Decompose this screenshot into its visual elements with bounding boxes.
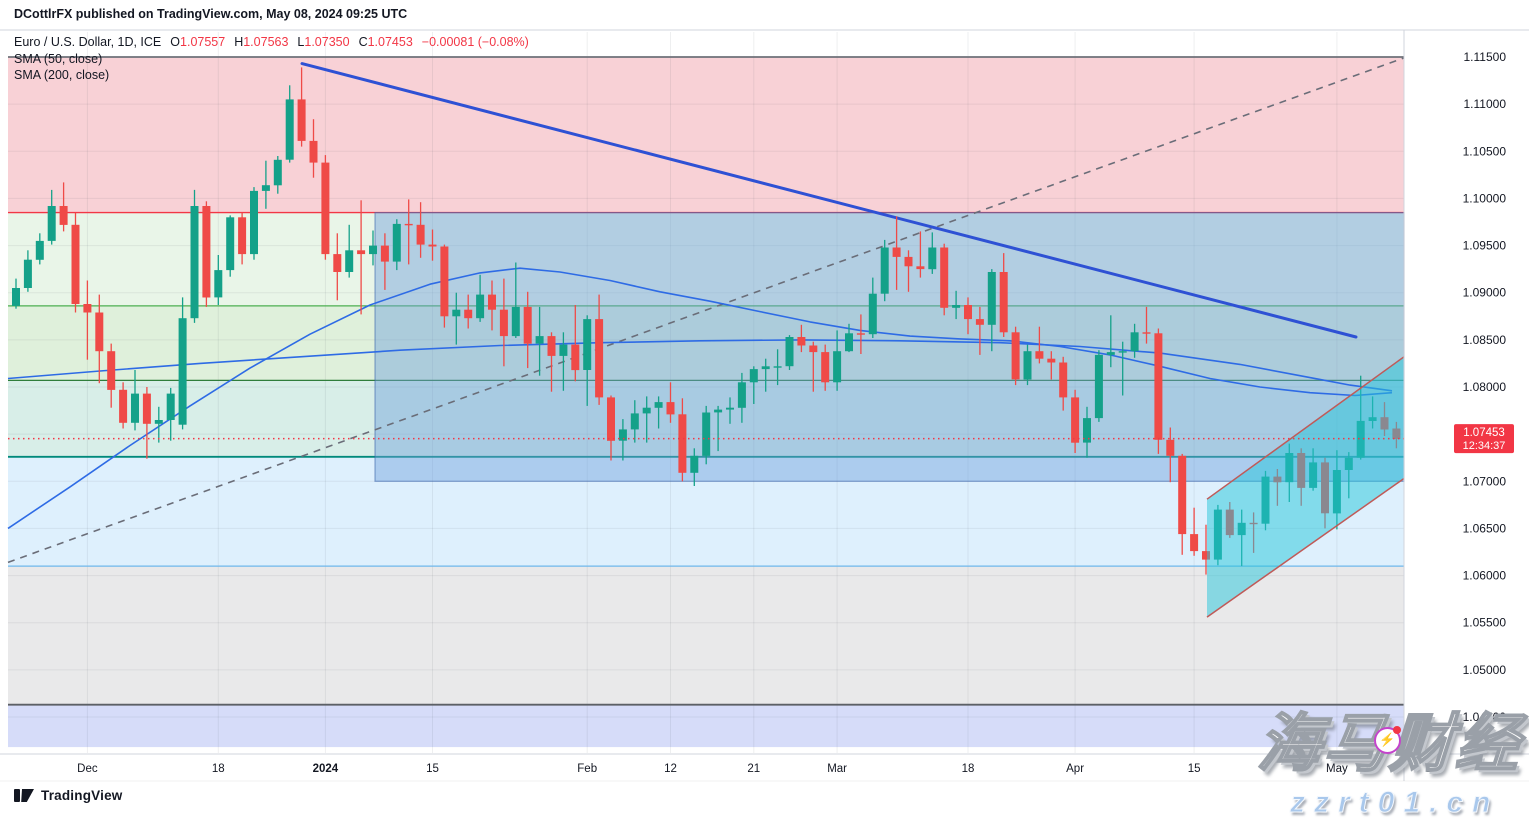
ohlc-open-label: O: [170, 35, 181, 49]
descending-trendline[interactable]: [300, 62, 1358, 339]
dashed-trendline[interactable]: [7, 57, 1405, 564]
svg-text:1.09000: 1.09000: [1463, 286, 1507, 300]
svg-text:12:34:37: 12:34:37: [1463, 440, 1506, 452]
ascending-channel[interactable]: [1206, 356, 1405, 618]
zone-borders-layer: [8, 56, 1404, 706]
svg-text:1.09500: 1.09500: [1463, 239, 1507, 253]
ohlc-open-value: 1.07557: [180, 35, 226, 49]
ohlc-close-label: C: [358, 35, 368, 49]
svg-text:Feb: Feb: [577, 763, 597, 775]
price-axis-labels: 1.11500 1.11000 1.10500 1.10000 1.09500 1.090…: [1463, 50, 1507, 724]
price-axis[interactable]: [1404, 30, 1529, 754]
svg-text:2024: 2024: [313, 763, 339, 775]
ohlc-high-label: H: [234, 35, 244, 49]
svg-text:1.08500: 1.08500: [1463, 333, 1507, 347]
svg-text:1.10000: 1.10000: [1463, 191, 1507, 205]
svg-text:21: 21: [747, 763, 760, 775]
sma50-label: SMA (50, close): [14, 52, 103, 66]
ohlc-close-value: 1.07453: [367, 35, 413, 49]
blue-box-overlay: [374, 212, 1405, 482]
footer: TradingView: [14, 788, 122, 803]
svg-text:18: 18: [962, 763, 975, 775]
legend-symbol-row[interactable]: Euro / U.S. Dollar, 1D, ICE O1.07557 H1.07…: [14, 35, 529, 49]
symbol-title: Euro / U.S. Dollar, 1D, ICE: [14, 35, 162, 49]
header-attribution: DCottlrFX published on TradingView.com, …: [14, 7, 408, 21]
svg-text:1.05500: 1.05500: [1463, 616, 1507, 630]
ohlc-low-value: 1.07350: [304, 35, 350, 49]
svg-text:12: 12: [664, 763, 677, 775]
sma200-label: SMA (200, close): [14, 68, 110, 82]
svg-text:May: May: [1326, 763, 1348, 775]
svg-text:1.05000: 1.05000: [1463, 663, 1507, 677]
tradingview-brand[interactable]: TradingView: [41, 788, 123, 803]
time-axis-labels: Dec 18 2024 15 Feb 12 21 Mar 18 Apr 15 May 13: [77, 763, 1438, 775]
ohlc-high-value: 1.07563: [243, 35, 289, 49]
svg-text:1.07000: 1.07000: [1463, 474, 1507, 488]
watermark-site-url: zzrt01.cn: [1289, 786, 1500, 820]
legend-sma200-row[interactable]: SMA (200, close): [14, 68, 109, 82]
svg-text:1.06000: 1.06000: [1463, 569, 1507, 583]
svg-text:1.06500: 1.06500: [1463, 521, 1507, 535]
svg-text:13: 13: [1426, 763, 1439, 775]
zones-layer: [8, 57, 1404, 748]
svg-text:Apr: Apr: [1066, 763, 1084, 775]
lightning-icon: ⚡: [1379, 732, 1396, 747]
candles-layer: [12, 67, 1401, 575]
sma50-line[interactable]: [7, 267, 1393, 530]
svg-text:18: 18: [212, 763, 225, 775]
svg-text:1.11000: 1.11000: [1464, 97, 1507, 111]
axes-borders: [0, 29, 1529, 782]
legend-sma50-row[interactable]: SMA (50, close): [14, 52, 102, 66]
svg-text:Mar: Mar: [827, 763, 847, 775]
svg-text:1.10500: 1.10500: [1463, 144, 1507, 158]
ohlc-low-label: L: [297, 35, 305, 49]
ohlc-change: −0.00081 (−0.08%): [421, 35, 529, 49]
svg-text:15: 15: [1188, 763, 1201, 775]
svg-text:1.04500: 1.04500: [1463, 710, 1507, 724]
svg-text:1.11500: 1.11500: [1464, 50, 1507, 64]
svg-text:1.08000: 1.08000: [1463, 380, 1507, 394]
notification-dot: [1393, 726, 1401, 734]
svg-text:Dec: Dec: [77, 763, 98, 775]
svg-text:15: 15: [426, 763, 439, 775]
svg-text:1.07453: 1.07453: [1463, 427, 1505, 439]
tradingview-logo-icon[interactable]: [14, 788, 35, 803]
lightning-boost-icon[interactable]: ⚡: [1374, 726, 1401, 754]
grid-layer: [8, 32, 1404, 753]
